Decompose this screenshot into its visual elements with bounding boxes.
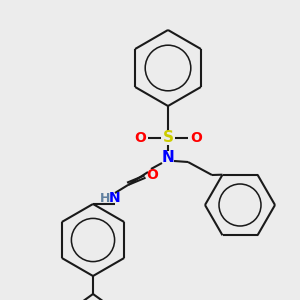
Text: N: N xyxy=(109,191,121,205)
Text: N: N xyxy=(162,151,174,166)
Text: O: O xyxy=(134,131,146,145)
Text: O: O xyxy=(190,131,202,145)
Text: O: O xyxy=(146,168,158,182)
Text: S: S xyxy=(163,130,173,146)
Text: H: H xyxy=(100,191,110,205)
